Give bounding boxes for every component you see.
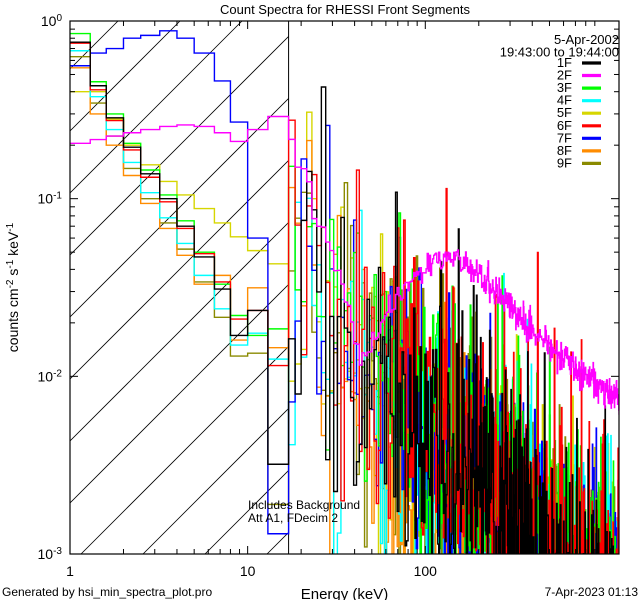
svg-text:Att A1, FDecim 2: Att A1, FDecim 2 [248, 511, 338, 525]
svg-text:9F: 9F [557, 155, 572, 170]
svg-text:1: 1 [66, 563, 74, 579]
svg-text:7-Apr-2023 01:13: 7-Apr-2023 01:13 [545, 585, 639, 599]
svg-text:10: 10 [240, 563, 256, 579]
svg-text:100: 100 [414, 563, 438, 579]
svg-text:Includes Background: Includes Background [248, 498, 360, 512]
svg-text:Energy (keV): Energy (keV) [301, 586, 389, 600]
svg-text:Count Spectra for RHESSI Front: Count Spectra for RHESSI Front Segments [220, 2, 470, 17]
svg-text:Generated by hsi_min_spectra_p: Generated by hsi_min_spectra_plot.pro [2, 585, 212, 599]
